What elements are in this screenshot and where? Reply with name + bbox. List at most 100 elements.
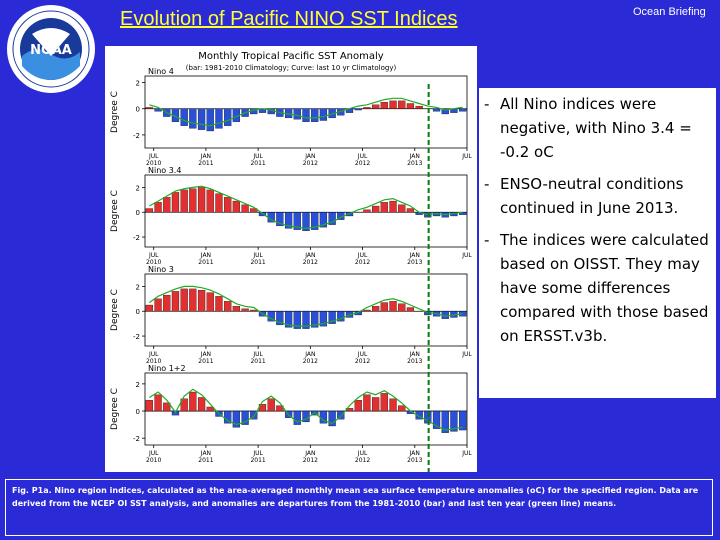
x-tick-year: 2010 — [146, 358, 161, 365]
anomaly-bar — [319, 311, 328, 327]
anomaly-bar — [284, 212, 293, 229]
y-tick-label: 2 — [136, 80, 140, 88]
anomaly-bar — [363, 209, 371, 213]
anomaly-bar — [337, 311, 345, 322]
bullet-item: - The indices were calculated based on OI… — [484, 228, 710, 348]
anomaly-bar — [354, 400, 362, 412]
panel-name: Nino 3 — [148, 265, 174, 274]
x-tick-year: 2012 — [355, 259, 370, 266]
anomaly-bar — [415, 410, 423, 420]
x-tick-month: JUL — [148, 450, 159, 457]
anomaly-bar — [389, 200, 397, 213]
anomaly-bar — [215, 193, 223, 213]
anomaly-bar — [180, 189, 188, 213]
anomaly-bar — [450, 410, 458, 432]
anomaly-bar — [189, 288, 197, 312]
anomaly-bar — [389, 100, 397, 109]
x-tick-year: 2013 — [407, 160, 422, 167]
anomaly-bar — [163, 402, 171, 412]
slide-title: Evolution of Pacific NINO SST Indices — [120, 8, 458, 30]
x-tick-month: JUL — [148, 252, 159, 259]
y-axis-label: Degree C — [110, 190, 120, 232]
x-tick-year: 2011 — [198, 358, 213, 365]
anomaly-bar — [380, 393, 388, 412]
anomaly-bar — [145, 400, 153, 412]
figure-caption: Fig. P1a. Nino region indices, calculate… — [5, 479, 713, 536]
ten-year-anomaly-line — [149, 185, 463, 230]
anomaly-bar — [302, 108, 310, 122]
anomaly-bar — [180, 288, 188, 312]
anomaly-bar — [276, 212, 284, 227]
ten-year-anomaly-line — [149, 97, 463, 127]
x-tick-year: 2010 — [146, 457, 161, 464]
anomaly-bar — [145, 304, 153, 312]
briefing-label: Ocean Briefing — [633, 6, 706, 18]
x-tick-month: JUL — [461, 351, 472, 358]
anomaly-bar — [215, 108, 223, 129]
anomaly-bar — [389, 398, 397, 412]
anomaly-bar — [189, 391, 197, 412]
anomaly-bar — [415, 105, 423, 109]
anomaly-bar — [284, 311, 293, 328]
x-tick-month: JAN — [200, 153, 211, 160]
logo-text: NOAA — [30, 43, 72, 58]
anomaly-bar — [224, 197, 232, 213]
y-tick-label: -2 — [133, 132, 140, 140]
anomaly-bar — [293, 311, 301, 329]
anomaly-bar — [371, 397, 380, 412]
anomaly-bar — [215, 296, 223, 312]
x-tick-month: JAN — [304, 153, 315, 160]
anomaly-bar — [432, 410, 441, 429]
anomaly-bar — [276, 311, 284, 326]
anomaly-bar — [154, 202, 162, 213]
anomaly-bar — [241, 410, 249, 425]
anomaly-bar — [311, 108, 319, 122]
x-tick-month: JAN — [200, 450, 211, 457]
anomaly-bar — [389, 301, 397, 312]
x-tick-month: JAN — [304, 252, 315, 259]
x-tick-year: 2012 — [303, 259, 318, 266]
anomaly-bar — [328, 212, 336, 225]
anomaly-bar — [180, 398, 188, 412]
anomaly-bar — [459, 410, 467, 431]
anomaly-bar — [250, 410, 258, 420]
x-tick-year: 2012 — [355, 358, 370, 365]
anomaly-bar — [267, 398, 275, 412]
x-tick-month: JAN — [304, 450, 315, 457]
anomaly-bar — [363, 394, 371, 412]
x-tick-year: 2011 — [250, 457, 265, 464]
x-tick-month: JUL — [357, 450, 368, 457]
anomaly-bar — [459, 212, 467, 215]
y-axis-label: Degree C — [110, 91, 120, 133]
anomaly-bar — [371, 205, 380, 213]
anomaly-bar — [241, 204, 249, 213]
anomaly-bar — [197, 289, 206, 312]
x-tick-month: JAN — [200, 351, 211, 358]
x-tick-year: 2013 — [407, 457, 422, 464]
anomaly-bar — [206, 189, 214, 213]
x-tick-year: 2010 — [146, 259, 161, 266]
chart-title: Monthly Tropical Pacific SST Anomaly — [198, 51, 383, 62]
x-tick-month: JUL — [461, 153, 472, 160]
x-tick-month: JAN — [409, 351, 420, 358]
x-tick-year: 2011 — [198, 160, 213, 167]
y-tick-label: 0 — [136, 106, 140, 114]
y-tick-label: 2 — [136, 184, 140, 192]
anomaly-bar — [406, 307, 415, 312]
anomaly-bar — [328, 410, 336, 427]
bullet-text: The indices were calculated based on OIS… — [500, 231, 709, 345]
anomaly-bar — [432, 108, 441, 112]
x-tick-month: JUL — [148, 153, 159, 160]
anomaly-bar — [154, 298, 162, 312]
anomaly-bar — [197, 187, 206, 213]
x-tick-year: 2011 — [198, 457, 213, 464]
x-tick-year: 2013 — [407, 358, 422, 365]
y-tick-label: 2 — [136, 283, 140, 291]
y-tick-label: 0 — [136, 308, 140, 316]
bullet-text: All Nino indices were negative, with Nin… — [500, 95, 692, 161]
anomaly-bar — [406, 208, 415, 213]
anomaly-bar — [206, 108, 214, 132]
x-tick-year: 2012 — [303, 358, 318, 365]
x-tick-month: JAN — [200, 252, 211, 259]
